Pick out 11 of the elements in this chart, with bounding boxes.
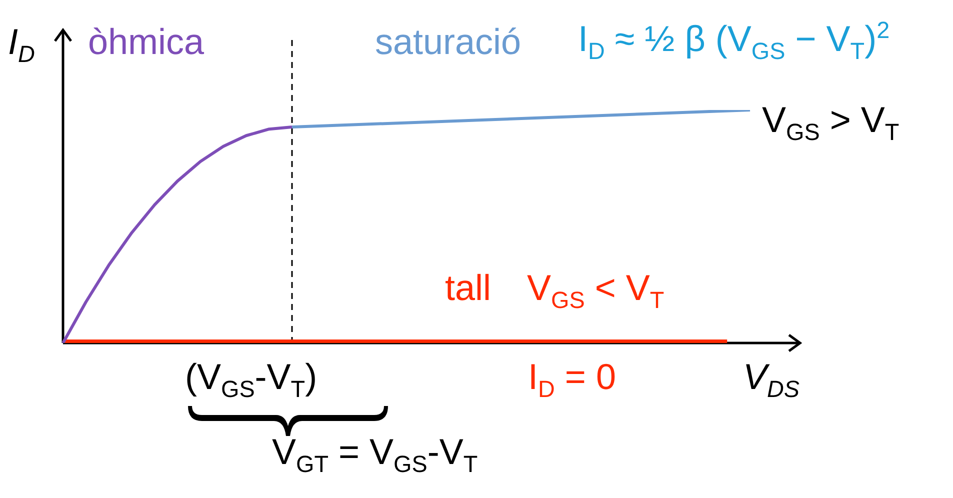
series-label: tall	[445, 267, 492, 308]
text: I$_{D}$ ≈ ½ β (V$_{GS}$ − V$_{T}$)$^{2}$	[578, 17, 890, 65]
y-axis-title: I$_{D}$	[8, 21, 35, 68]
text: òhmica	[88, 21, 204, 62]
text: I$_{D}$ = 0	[528, 356, 616, 403]
series-label: saturació	[375, 21, 522, 62]
text: (V$_{GS}$-V$_{T}$)	[185, 356, 318, 403]
x-axis-title: V$_{DS}$	[743, 356, 800, 403]
text: V$_{GS}$ > V$_{T}$	[762, 99, 900, 146]
annotation: V$_{GS}$ < V$_{T}$	[527, 267, 664, 314]
text: V$_{GT}$ = V$_{GS}$-V$_{T}$	[272, 431, 478, 478]
